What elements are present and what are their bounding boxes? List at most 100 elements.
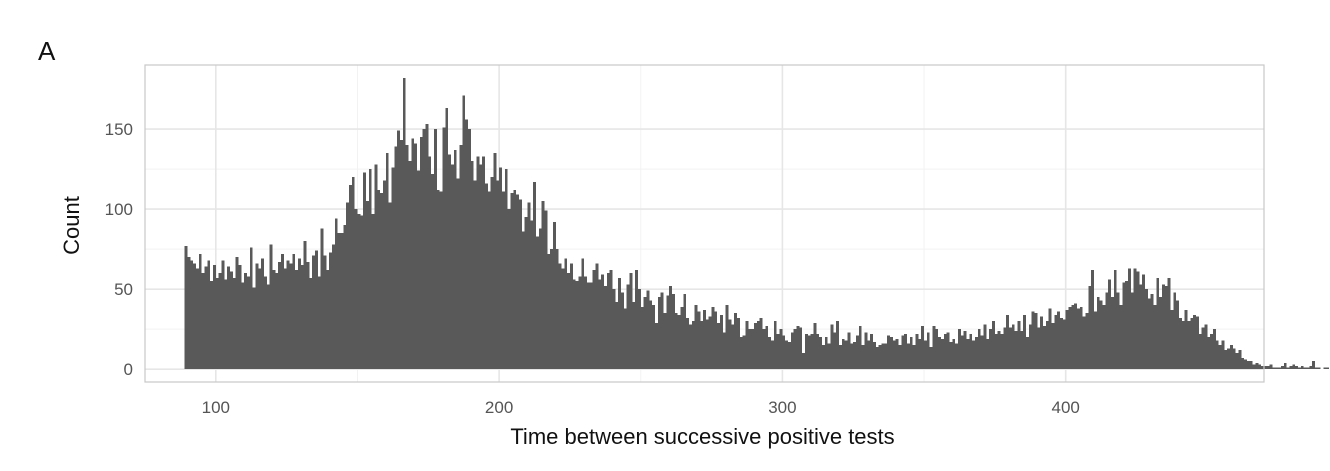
histogram-bar — [232, 277, 236, 370]
histogram-bar — [1198, 333, 1202, 370]
histogram-bar — [1147, 298, 1151, 370]
histogram-bar — [1082, 316, 1086, 370]
histogram-bar — [623, 308, 627, 370]
histogram-bar — [1054, 314, 1058, 370]
histogram-bar — [926, 332, 930, 370]
histogram-bar — [1048, 308, 1052, 370]
histogram-bar — [261, 258, 264, 370]
histogram-bar — [1314, 367, 1318, 370]
histogram-bar — [700, 321, 704, 370]
histogram-bar — [221, 260, 225, 370]
histogram-bar — [1085, 313, 1089, 370]
histogram-bar — [1201, 327, 1205, 370]
histogram-bar — [1116, 292, 1120, 370]
histogram-bar — [994, 333, 998, 370]
histogram-bar — [890, 337, 893, 370]
histogram-bar — [771, 340, 774, 370]
histogram-bar — [575, 281, 579, 370]
histogram-bar — [1218, 345, 1222, 370]
histogram-bar — [1079, 306, 1083, 370]
histogram-bar — [397, 130, 400, 370]
histogram-bar — [405, 145, 409, 370]
histogram-bar — [1215, 340, 1219, 370]
histogram-bar — [1062, 319, 1066, 370]
histogram-bar — [980, 335, 984, 370]
histogram-bar — [572, 279, 576, 370]
histogram-bar — [499, 167, 502, 370]
histogram-bar — [1026, 337, 1029, 370]
histogram-bar — [969, 333, 973, 370]
histogram-bar — [433, 129, 437, 370]
histogram-bar — [428, 156, 432, 370]
histogram-bar — [218, 273, 222, 370]
histogram-bar — [309, 277, 313, 370]
histogram-bar — [975, 337, 978, 370]
histogram-bar — [561, 268, 565, 370]
histogram-bar — [898, 345, 902, 370]
histogram-bar — [1221, 340, 1225, 370]
histogram-bar — [1264, 365, 1267, 370]
histogram-bar — [606, 273, 610, 370]
histogram-bar — [442, 127, 446, 370]
histogram-bar — [1153, 305, 1157, 370]
histogram-bar — [992, 321, 995, 370]
histogram-bar — [1230, 345, 1233, 370]
histogram-bar — [1164, 285, 1168, 370]
histogram-bar — [586, 282, 590, 370]
histogram-bar — [263, 276, 267, 370]
histogram-bar — [479, 164, 483, 370]
histogram-bar — [1139, 284, 1143, 370]
histogram-bar — [739, 337, 743, 370]
histogram-bar — [467, 129, 471, 370]
histogram-bar — [861, 345, 865, 370]
histogram-bar — [941, 338, 944, 370]
histogram-bar — [632, 301, 636, 370]
histogram-bar — [756, 321, 760, 370]
histogram-bar — [615, 301, 619, 370]
histogram-bar — [187, 257, 191, 370]
histogram-bar — [1204, 324, 1208, 370]
histogram-bar — [765, 325, 769, 370]
histogram-bar — [1283, 362, 1287, 370]
histogram-bar — [241, 282, 245, 370]
histogram-bar — [1196, 316, 1199, 370]
histogram-bar — [1326, 367, 1330, 370]
histogram-bar — [909, 337, 913, 370]
histogram-bar — [714, 311, 718, 370]
histogram-bar — [1238, 349, 1242, 370]
histogram-bar — [918, 338, 922, 370]
histogram-bar — [807, 335, 811, 370]
histogram-bar — [249, 247, 253, 370]
histogram-bar — [884, 343, 888, 370]
histogram-bar — [382, 180, 386, 370]
histogram-bar — [431, 173, 434, 370]
plot-panel-border — [144, 64, 1265, 383]
histogram-bar — [1003, 327, 1007, 370]
histogram-bar — [527, 202, 531, 370]
histogram-bar — [544, 210, 548, 370]
histogram-bar — [1286, 367, 1290, 370]
histogram-bar — [654, 322, 658, 370]
histogram-bar — [1173, 292, 1177, 370]
histogram-bar — [1280, 365, 1284, 370]
histogram-bar — [878, 345, 882, 370]
histogram-bar — [518, 199, 522, 370]
histogram-bar — [983, 324, 987, 370]
histogram-bar — [782, 335, 786, 370]
histogram-bar — [618, 277, 621, 370]
histogram-bar — [365, 201, 369, 370]
y-axis-title: Count — [59, 196, 84, 255]
histogram-bar — [935, 329, 939, 370]
histogram-bar — [793, 329, 797, 370]
histogram-bar — [1071, 305, 1075, 370]
histogram-bar — [762, 329, 766, 370]
panel-label: A — [38, 36, 56, 66]
x-axis-title: Time between successive positive tests — [510, 424, 894, 449]
histogram-bar — [1181, 321, 1185, 370]
histogram-bar — [1255, 362, 1259, 370]
histogram-bar — [269, 244, 273, 370]
histogram-bar — [830, 324, 834, 370]
histogram-bar — [649, 300, 653, 370]
histogram-bar — [459, 145, 463, 370]
histogram-bar — [805, 333, 808, 370]
